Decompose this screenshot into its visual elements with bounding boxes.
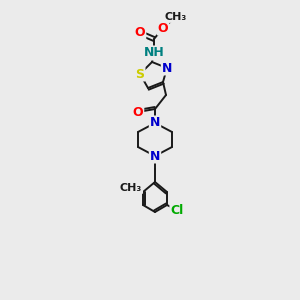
Text: N: N	[150, 116, 160, 130]
Text: N: N	[162, 61, 172, 74]
Text: O: O	[158, 22, 168, 34]
Text: CH₃: CH₃	[165, 12, 187, 22]
Text: CH₃: CH₃	[120, 183, 142, 193]
Text: O: O	[135, 26, 145, 40]
Text: N: N	[150, 149, 160, 163]
Text: O: O	[133, 106, 143, 118]
Text: NH: NH	[144, 46, 164, 59]
Text: S: S	[136, 68, 145, 80]
Text: Cl: Cl	[170, 203, 184, 217]
